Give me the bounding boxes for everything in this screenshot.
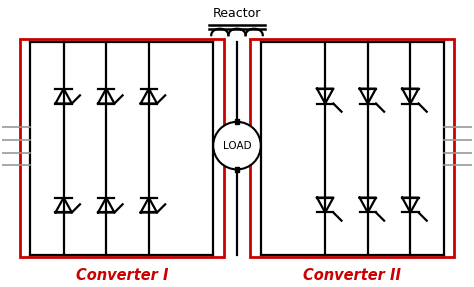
Text: Reactor: Reactor (213, 7, 261, 20)
Circle shape (213, 122, 261, 169)
Bar (235, 119, 239, 124)
Text: Converter I: Converter I (76, 268, 168, 284)
Bar (250, 39, 454, 257)
Text: LOAD: LOAD (223, 141, 251, 151)
Bar (235, 167, 239, 172)
Bar (20, 39, 224, 257)
Text: Converter II: Converter II (303, 268, 401, 284)
